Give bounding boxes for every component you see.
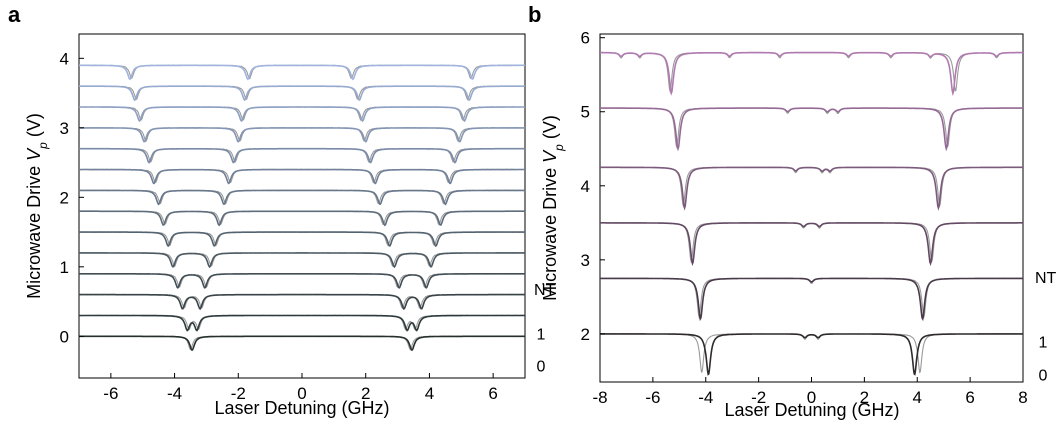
data-trace bbox=[599, 107, 1024, 149]
fit-trace bbox=[79, 64, 525, 81]
data-trace bbox=[79, 251, 526, 268]
fit-trace bbox=[600, 277, 1023, 322]
x-tick-label: -2 bbox=[231, 384, 246, 403]
y-tick-label: 3 bbox=[60, 119, 69, 138]
fit-trace bbox=[600, 222, 1023, 267]
x-tick-label: -6 bbox=[103, 384, 118, 403]
x-tick-label: 4 bbox=[425, 384, 434, 403]
panel-b-nt-header: NT bbox=[1035, 270, 1057, 287]
fit-trace bbox=[79, 85, 525, 102]
panel-a-x-ticks: -6 -4 -2 0 2 4 6 bbox=[103, 373, 498, 403]
fit-trace bbox=[600, 107, 1023, 152]
data-trace bbox=[78, 293, 526, 309]
panel-b-label: b bbox=[528, 2, 541, 27]
x-tick-label: -8 bbox=[592, 388, 607, 407]
nt-label: 1 bbox=[537, 327, 546, 344]
panel-b-y-ticks: 2 3 4 5 6 bbox=[581, 29, 605, 344]
fit-trace bbox=[79, 293, 525, 311]
panel-b-x-axis-label: Laser Detuning (GHz) bbox=[724, 400, 899, 420]
fit-trace bbox=[600, 166, 1023, 211]
fit-trace bbox=[79, 210, 525, 227]
data-trace bbox=[78, 64, 526, 80]
data-trace bbox=[600, 277, 1024, 320]
y-tick-label: 3 bbox=[581, 251, 590, 270]
panel-b-nt-labels: 10 bbox=[1039, 334, 1048, 384]
fit-trace bbox=[79, 189, 525, 206]
x-tick-label: -2 bbox=[751, 388, 766, 407]
y-tick-label: 2 bbox=[60, 188, 69, 207]
y-tick-label: 0 bbox=[60, 327, 69, 346]
data-trace bbox=[599, 333, 1024, 374]
y-tick-label: 6 bbox=[581, 29, 590, 48]
panel-a-y-ticks: 0 1 2 3 4 bbox=[60, 49, 84, 346]
x-tick-label: 6 bbox=[488, 384, 497, 403]
fit-trace bbox=[600, 333, 1023, 376]
fit-trace bbox=[79, 272, 525, 289]
data-trace bbox=[78, 335, 526, 351]
data-trace bbox=[78, 231, 526, 247]
fit-trace bbox=[79, 252, 525, 269]
data-trace bbox=[78, 189, 526, 205]
panel-a-traces bbox=[78, 64, 526, 351]
data-trace bbox=[78, 85, 525, 101]
panel-a-nt-labels: 10 bbox=[537, 327, 546, 376]
fit-trace bbox=[79, 231, 525, 248]
panel-a-x-axis-label: Laser Detuning (GHz) bbox=[214, 398, 389, 418]
y-tick-label: 1 bbox=[60, 258, 69, 277]
x-tick-label: -6 bbox=[645, 388, 660, 407]
x-tick-label: -4 bbox=[167, 384, 182, 403]
x-tick-label: 2 bbox=[860, 388, 869, 407]
x-tick-label: 8 bbox=[1018, 388, 1027, 407]
x-tick-label: 0 bbox=[807, 388, 816, 407]
data-trace bbox=[78, 210, 526, 226]
panel-a-nt-header: NT bbox=[534, 282, 556, 299]
y-tick-label: 5 bbox=[581, 103, 590, 122]
panel-a-label: a bbox=[8, 2, 21, 27]
x-tick-label: 0 bbox=[297, 384, 306, 403]
nt-label: 1 bbox=[1039, 334, 1048, 351]
fit-trace bbox=[79, 168, 525, 185]
panel-b-axes-box bbox=[599, 33, 1024, 383]
fit-trace bbox=[79, 127, 525, 143]
nt-label: 0 bbox=[537, 358, 546, 375]
y-tick-label: 2 bbox=[581, 325, 590, 344]
fit-trace bbox=[79, 106, 525, 123]
y-tick-label: 4 bbox=[581, 177, 590, 196]
data-trace bbox=[78, 314, 526, 331]
x-tick-label: -4 bbox=[698, 388, 713, 407]
data-trace bbox=[600, 166, 1024, 208]
data-trace bbox=[78, 272, 526, 289]
panel-b-traces bbox=[599, 51, 1024, 376]
panel-a-y-axis-label: Microwave Drive Vp (V) bbox=[24, 113, 50, 299]
fit-trace bbox=[79, 335, 525, 351]
fit-trace bbox=[79, 147, 525, 164]
fit-trace bbox=[79, 314, 525, 332]
y-tick-label: 4 bbox=[60, 49, 69, 68]
panel-b-y-axis-label: Microwave Drive Vp (V) bbox=[540, 115, 566, 301]
x-tick-label: 6 bbox=[965, 388, 974, 407]
x-tick-label: 4 bbox=[913, 388, 922, 407]
x-tick-label: 2 bbox=[361, 384, 370, 403]
fit-trace bbox=[600, 51, 1023, 97]
nt-label: 0 bbox=[1039, 368, 1048, 385]
panel-b-x-ticks: -8 -6 -4 -2 0 2 4 6 8 bbox=[592, 377, 1028, 407]
panel-b: b -8 -6 -4 -2 0 2 4 6 8 2 3 4 5 6 Laser Detuning (GH… bbox=[528, 2, 1057, 420]
data-trace bbox=[600, 222, 1024, 264]
